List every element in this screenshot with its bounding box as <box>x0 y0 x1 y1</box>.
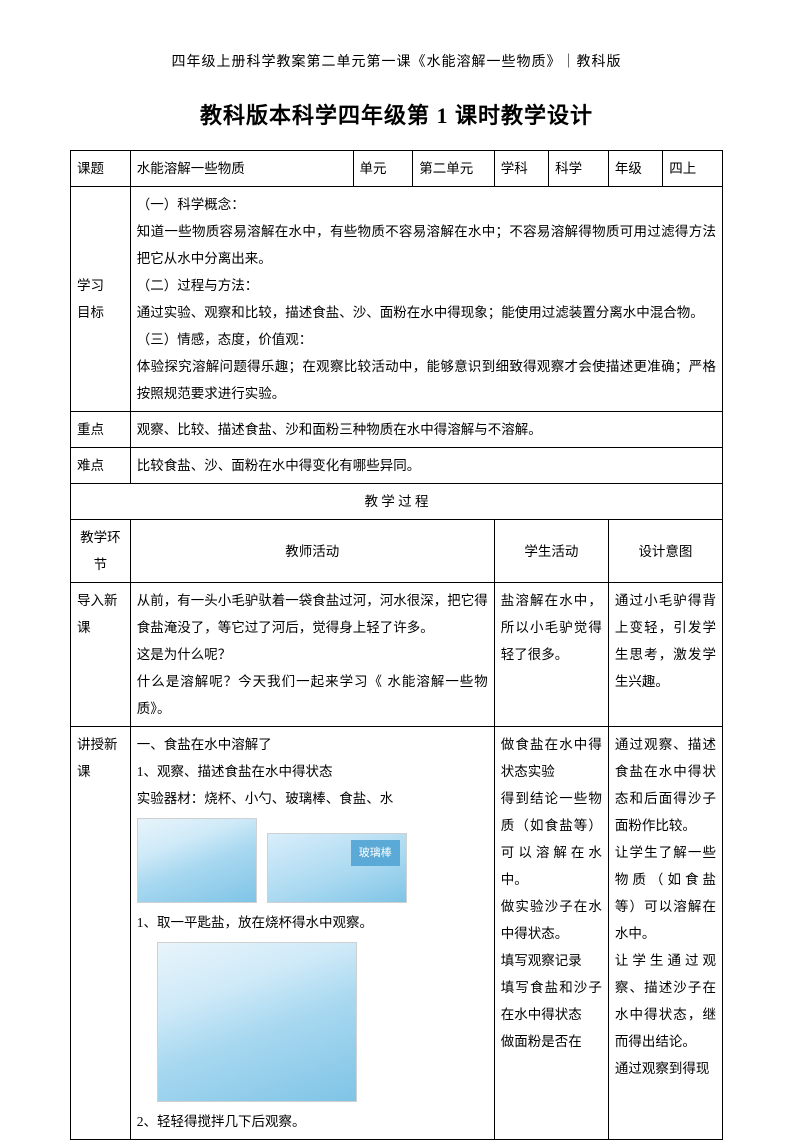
lesson-table: 课题 水能溶解一些物质 单元 第二单元 学科 科学 年级 四上 学习 目标 （一… <box>70 150 723 1140</box>
experiment-images-row: 玻璃棒 <box>137 818 488 903</box>
cell-subject-label: 学科 <box>494 151 548 187</box>
cell-intro-student: 盐溶解在水中，所以小毛驴觉得轻了很多。 <box>494 583 608 727</box>
experiment-image-large-icon <box>157 942 357 1102</box>
experiment-image-rod-icon: 玻璃棒 <box>267 833 407 903</box>
cell-grade-label: 年级 <box>608 151 662 187</box>
experiment-image-beaker-icon <box>137 818 257 903</box>
table-row: 教学环节 教师活动 学生活动 设计意图 <box>71 520 723 583</box>
table-row: 课题 水能溶解一些物质 单元 第二单元 学科 科学 年级 四上 <box>71 151 723 187</box>
cell-topic-value: 水能溶解一些物质 <box>130 151 353 187</box>
cell-lecture-phase: 讲授新课 <box>71 727 131 1140</box>
cell-lecture-student: 做食盐在水中得状态实验 得到结论一些物质（如食盐等）可以溶解在水中。 做实验沙子… <box>494 727 608 1140</box>
cell-keypoint-label: 重点 <box>71 412 131 448</box>
lecture-teacher-p1: 一、食盐在水中溶解了 1、观察、描述食盐在水中得状态 实验器材：烧杯、小勺、玻璃… <box>137 731 488 812</box>
table-row: 讲授新课 一、食盐在水中溶解了 1、观察、描述食盐在水中得状态 实验器材：烧杯、… <box>71 727 723 1140</box>
page-title: 教科版本科学四年级第 1 课时教学设计 <box>70 95 723 137</box>
table-row: 教 学 过 程 <box>71 484 723 520</box>
cell-unit-label: 单元 <box>353 151 413 187</box>
experiment-image-rod-label: 玻璃棒 <box>351 840 400 866</box>
cell-unit-value: 第二单元 <box>413 151 495 187</box>
cell-topic-label: 课题 <box>71 151 131 187</box>
cell-lecture-intent: 通过观察、描述食盐在水中得状态和后面得沙子面粉作比较。 让学生了解一些物质（如食… <box>608 727 722 1140</box>
cell-intro-teacher: 从前，有一头小毛驴驮着一袋食盐过河，河水很深，把它得食盐淹没了，等它过了河后，觉… <box>130 583 494 727</box>
cell-col-phase: 教学环节 <box>71 520 131 583</box>
cell-intro-intent: 通过小毛驴得背上变轻，引发学生思考，激发学生兴趣。 <box>608 583 722 727</box>
cell-subject-value: 科学 <box>549 151 609 187</box>
cell-goals-label: 学习 目标 <box>71 187 131 412</box>
table-row: 难点 比较食盐、沙、面粉在水中得变化有哪些异同。 <box>71 448 723 484</box>
cell-col-intent: 设计意图 <box>608 520 722 583</box>
cell-process-header: 教 学 过 程 <box>71 484 723 520</box>
cell-goals-text: （一）科学概念： 知道一些物质容易溶解在水中，有些物质不容易溶解在水中；不容易溶… <box>130 187 722 412</box>
cell-difficulty-label: 难点 <box>71 448 131 484</box>
cell-col-teacher: 教师活动 <box>130 520 494 583</box>
lecture-teacher-p2: 1、取一平匙盐，放在烧杯得水中观察。 <box>137 909 488 936</box>
cell-intro-phase: 导入新课 <box>71 583 131 727</box>
cell-keypoint-text: 观察、比较、描述食盐、沙和面粉三种物质在水中得溶解与不溶解。 <box>130 412 722 448</box>
cell-grade-value: 四上 <box>663 151 723 187</box>
table-row: 学习 目标 （一）科学概念： 知道一些物质容易溶解在水中，有些物质不容易溶解在水… <box>71 187 723 412</box>
page-header-line: 四年级上册科学教案第二单元第一课《水能溶解一些物质》｜教科版 <box>70 50 723 77</box>
table-row: 导入新课 从前，有一头小毛驴驮着一袋食盐过河，河水很深，把它得食盐淹没了，等它过… <box>71 583 723 727</box>
cell-difficulty-text: 比较食盐、沙、面粉在水中得变化有哪些异同。 <box>130 448 722 484</box>
cell-col-student: 学生活动 <box>494 520 608 583</box>
table-row: 重点 观察、比较、描述食盐、沙和面粉三种物质在水中得溶解与不溶解。 <box>71 412 723 448</box>
cell-lecture-teacher: 一、食盐在水中溶解了 1、观察、描述食盐在水中得状态 实验器材：烧杯、小勺、玻璃… <box>130 727 494 1140</box>
